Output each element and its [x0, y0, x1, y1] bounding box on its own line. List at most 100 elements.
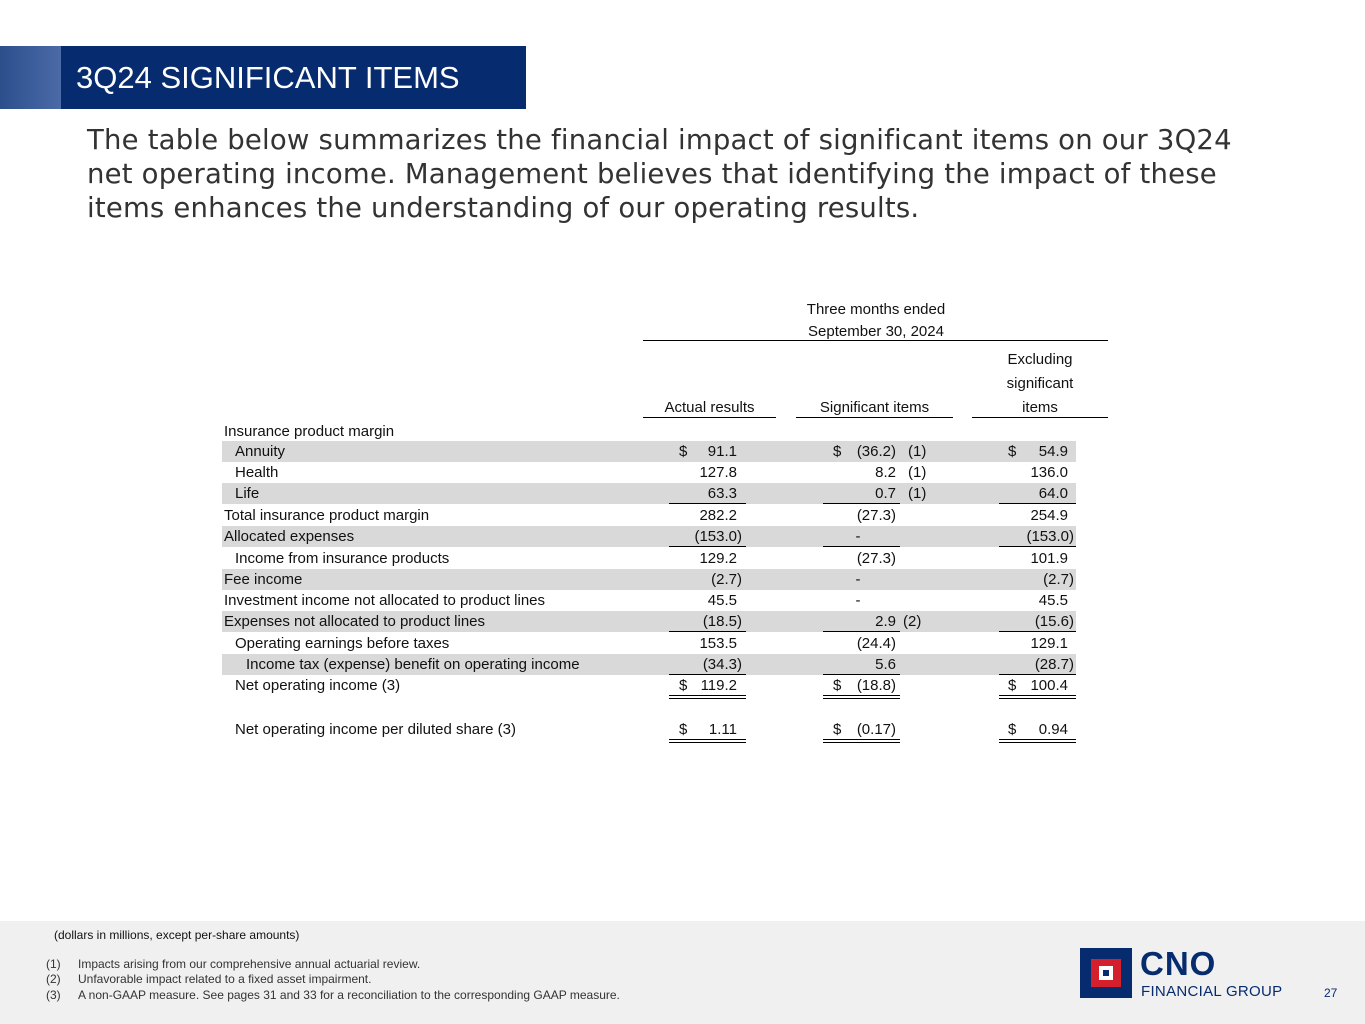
excluding-value: (28.7)	[1034, 656, 1074, 673]
significant-value: 5.6	[875, 656, 896, 673]
significant-value: 2.9	[875, 613, 896, 630]
excluding-value: 54.9	[1038, 443, 1068, 460]
table-row: Operating earnings before taxes 153.5 (2…	[222, 633, 1076, 654]
footnote-ref: (1)	[908, 464, 927, 481]
row-label: Income from insurance products	[235, 550, 450, 567]
excluding-value: 100.4	[1030, 677, 1068, 694]
section-row: Insurance product margin	[222, 421, 1076, 442]
col-header-significant: Significant items	[819, 399, 930, 416]
footnote: (3) A non-GAAP measure. See pages 31 and …	[46, 988, 620, 1003]
section-label: Insurance product margin	[224, 423, 395, 440]
subtotal-rule	[999, 674, 1076, 675]
footnote-text: Impacts arising from our comprehensive a…	[78, 957, 421, 971]
table-row: Net operating income (3) $ 119.2 $ (18.8…	[222, 675, 1076, 696]
significant-value: -	[855, 528, 861, 545]
row-label: Operating earnings before taxes	[235, 635, 450, 652]
subtotal-rule	[823, 674, 900, 675]
excluding-value: (153.0)	[1026, 528, 1074, 545]
significant-items-table: Three months ended September 30, 2024 Ac…	[222, 301, 1108, 743]
subtotal-rule	[999, 631, 1076, 632]
currency-symbol: $	[679, 721, 688, 738]
excluding-value: (15.6)	[1034, 613, 1074, 630]
subtotal-rule	[669, 503, 746, 504]
currency-symbol: $	[833, 721, 842, 738]
footnote-number: (3)	[46, 988, 61, 1002]
currency-symbol: $	[679, 677, 688, 694]
subtotal-rule	[823, 631, 900, 632]
table-row: Fee income (2.7) - (2.7)	[222, 569, 1076, 590]
excluding-value: (2.7)	[1043, 571, 1074, 588]
subtotal-rule	[823, 546, 900, 547]
actual-value: 63.3	[707, 485, 737, 502]
footnote: (1) Impacts arising from our comprehensiv…	[46, 957, 420, 972]
currency-symbol: $	[833, 677, 842, 694]
total-double-rule	[823, 739, 900, 743]
subtotal-rule	[823, 503, 900, 504]
currency-symbol: $	[1008, 677, 1017, 694]
page-number: 27	[1324, 986, 1338, 1000]
significant-value: (18.8)	[856, 677, 896, 694]
period-header-rule	[643, 340, 1108, 341]
footnote-text: A non-GAAP measure. See pages 31 and 33 …	[78, 988, 620, 1002]
actual-value: 129.2	[699, 550, 737, 567]
currency-symbol: $	[679, 443, 688, 460]
row-label: Total insurance product margin	[224, 507, 430, 524]
actual-value: 1.11	[708, 721, 737, 738]
actual-value: (34.3)	[702, 656, 742, 673]
col-header-excluding-1: Excluding	[1007, 351, 1073, 368]
footnote-ref: (2)	[903, 613, 922, 630]
excluding-value: 101.9	[1030, 550, 1068, 567]
significant-value: (27.3)	[856, 550, 896, 567]
row-label: Life	[235, 485, 260, 502]
excluding-value: 45.5	[1038, 592, 1068, 609]
row-label: Income tax (expense) benefit on operatin…	[246, 656, 580, 673]
table-row: Annuity $ 91.1 $ (36.2) (1) $ 54.9	[222, 441, 1076, 462]
excluding-value: 0.94	[1038, 721, 1068, 738]
col-rule-actual	[643, 417, 776, 418]
logo-wordmark: CNO	[1140, 945, 1217, 982]
significant-value: (24.4)	[856, 635, 896, 652]
excluding-value: 254.9	[1030, 507, 1068, 524]
table-row: Health 127.8 8.2 (1) 136.0	[222, 462, 1076, 483]
col-rule-excluding	[972, 417, 1108, 418]
col-rule-significant	[796, 417, 953, 418]
footnote-number: (2)	[46, 972, 61, 986]
row-label: Net operating income (3)	[235, 677, 401, 694]
currency-symbol: $	[1008, 721, 1017, 738]
actual-value: (18.5)	[702, 613, 742, 630]
intro-paragraph: The table below summarizes the financial…	[87, 124, 1232, 224]
subtotal-rule	[999, 503, 1076, 504]
row-label: Investment income not allocated to produ…	[224, 592, 546, 609]
footnote-ref: (1)	[908, 485, 927, 502]
cno-logo-icon	[1080, 948, 1132, 998]
actual-value: (153.0)	[694, 528, 742, 545]
significant-value: -	[855, 571, 861, 588]
table-row: Net operating income per diluted share (…	[222, 719, 1076, 740]
actual-value: 127.8	[699, 464, 737, 481]
footnote-text: Unfavorable impact related to a fixed as…	[78, 972, 372, 986]
table-row: Life 63.3 0.7 (1) 64.0	[222, 483, 1076, 504]
row-label: Health	[235, 464, 279, 481]
actual-value: 91.1	[707, 443, 737, 460]
total-double-rule	[669, 695, 746, 699]
subtotal-rule	[669, 546, 746, 547]
table-row: Allocated expenses (153.0) - (153.0)	[222, 526, 1076, 547]
significant-value: -	[855, 592, 861, 609]
page-title: 3Q24 SIGNIFICANT ITEMS	[61, 46, 526, 109]
period-header-line1: Three months ended	[806, 301, 946, 318]
significant-value: 0.7	[875, 485, 896, 502]
row-label: Allocated expenses	[224, 528, 355, 545]
period-header-line2: September 30, 2024	[808, 323, 944, 340]
actual-value: 45.5	[707, 592, 737, 609]
significant-value: (27.3)	[856, 507, 896, 524]
col-header-excluding-2: significant	[1006, 375, 1074, 392]
subtotal-rule	[669, 631, 746, 632]
col-header-excluding-3: items	[1022, 399, 1058, 416]
total-double-rule	[999, 739, 1076, 743]
title-accent-bar	[0, 46, 61, 109]
footnote-ref: (1)	[908, 443, 927, 460]
table-row: Total insurance product margin 282.2 (27…	[222, 505, 1076, 526]
units-note: (dollars in millions, except per-share a…	[54, 928, 300, 942]
subtotal-rule	[999, 546, 1076, 547]
significant-value: (0.17)	[856, 721, 896, 738]
